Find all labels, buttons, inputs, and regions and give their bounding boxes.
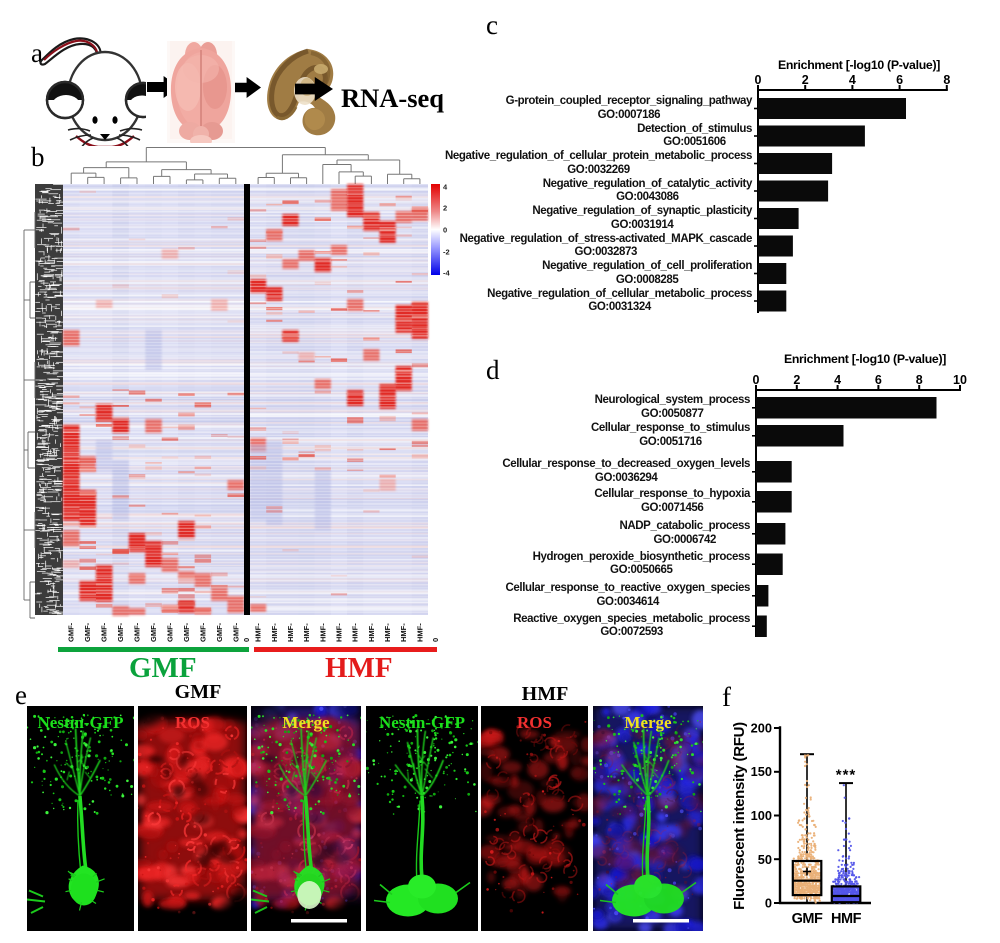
svg-text:GMF-: GMF- <box>149 622 158 642</box>
svg-text:HMF: HMF <box>831 911 862 927</box>
svg-text:HMF-: HMF- <box>383 623 392 642</box>
svg-text:HMF-: HMF- <box>270 623 279 642</box>
svg-text:4: 4 <box>443 183 448 192</box>
svg-text:HMF-: HMF- <box>415 623 424 642</box>
svg-text:GMF-: GMF- <box>116 622 125 642</box>
svg-text:HMF-: HMF- <box>351 623 360 642</box>
svg-text:HMF-: HMF- <box>399 623 408 642</box>
svg-text:Merge: Merge <box>624 713 672 732</box>
svg-text:GMF: GMF <box>792 911 823 927</box>
svg-text:GMF-: GMF- <box>133 622 142 642</box>
svg-text:0: 0 <box>765 896 772 911</box>
svg-text:0: 0 <box>443 226 447 235</box>
svg-text:200: 200 <box>751 721 772 736</box>
svg-text:ROS: ROS <box>517 713 552 732</box>
svg-text:GMF-: GMF- <box>182 622 191 642</box>
svg-text:0: 0 <box>431 638 440 642</box>
svg-text:HMF-: HMF- <box>367 623 376 642</box>
svg-text:HMF-: HMF- <box>335 623 344 642</box>
svg-text:100: 100 <box>751 808 772 823</box>
svg-text:Fluorescent intensity (RFU): Fluorescent intensity (RFU) <box>731 722 748 910</box>
svg-text:GMF-: GMF- <box>83 622 92 642</box>
svg-text:50: 50 <box>758 852 772 867</box>
svg-text:GMF-: GMF- <box>166 622 175 642</box>
svg-text:HMF-: HMF- <box>286 623 295 642</box>
svg-text:HMF-: HMF- <box>302 623 311 642</box>
svg-text:-4: -4 <box>443 269 450 278</box>
svg-text:0: 0 <box>242 638 251 642</box>
svg-text:HMF-: HMF- <box>318 623 327 642</box>
svg-text:2: 2 <box>443 204 447 213</box>
svg-text:GMF-: GMF- <box>67 622 76 642</box>
svg-text:150: 150 <box>751 764 772 779</box>
svg-text:Merge: Merge <box>282 713 330 732</box>
svg-text:GMF-: GMF- <box>100 622 109 642</box>
svg-text:-2: -2 <box>443 248 450 257</box>
svg-text:ROS: ROS <box>175 713 210 732</box>
svg-text:Nestin-GFP: Nestin-GFP <box>379 713 465 732</box>
svg-text:HMF-: HMF- <box>254 623 263 642</box>
svg-text:Nestin-GFP: Nestin-GFP <box>38 713 124 732</box>
svg-text:GMF-: GMF- <box>231 622 240 642</box>
svg-text:***: *** <box>836 767 857 784</box>
svg-text:GMF-: GMF- <box>198 622 207 642</box>
svg-text:GMF-: GMF- <box>215 622 224 642</box>
